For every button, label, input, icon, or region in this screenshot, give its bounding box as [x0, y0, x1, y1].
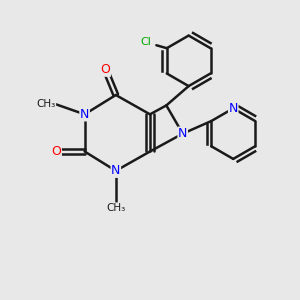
Text: N: N [80, 108, 89, 121]
Text: CH₃: CH₃ [36, 99, 56, 109]
Text: CH₃: CH₃ [106, 203, 125, 213]
Text: N: N [229, 102, 238, 115]
Text: Cl: Cl [140, 37, 152, 47]
Text: O: O [51, 145, 61, 158]
Text: O: O [100, 63, 110, 76]
Text: N: N [111, 164, 121, 177]
Text: N: N [178, 127, 188, 140]
